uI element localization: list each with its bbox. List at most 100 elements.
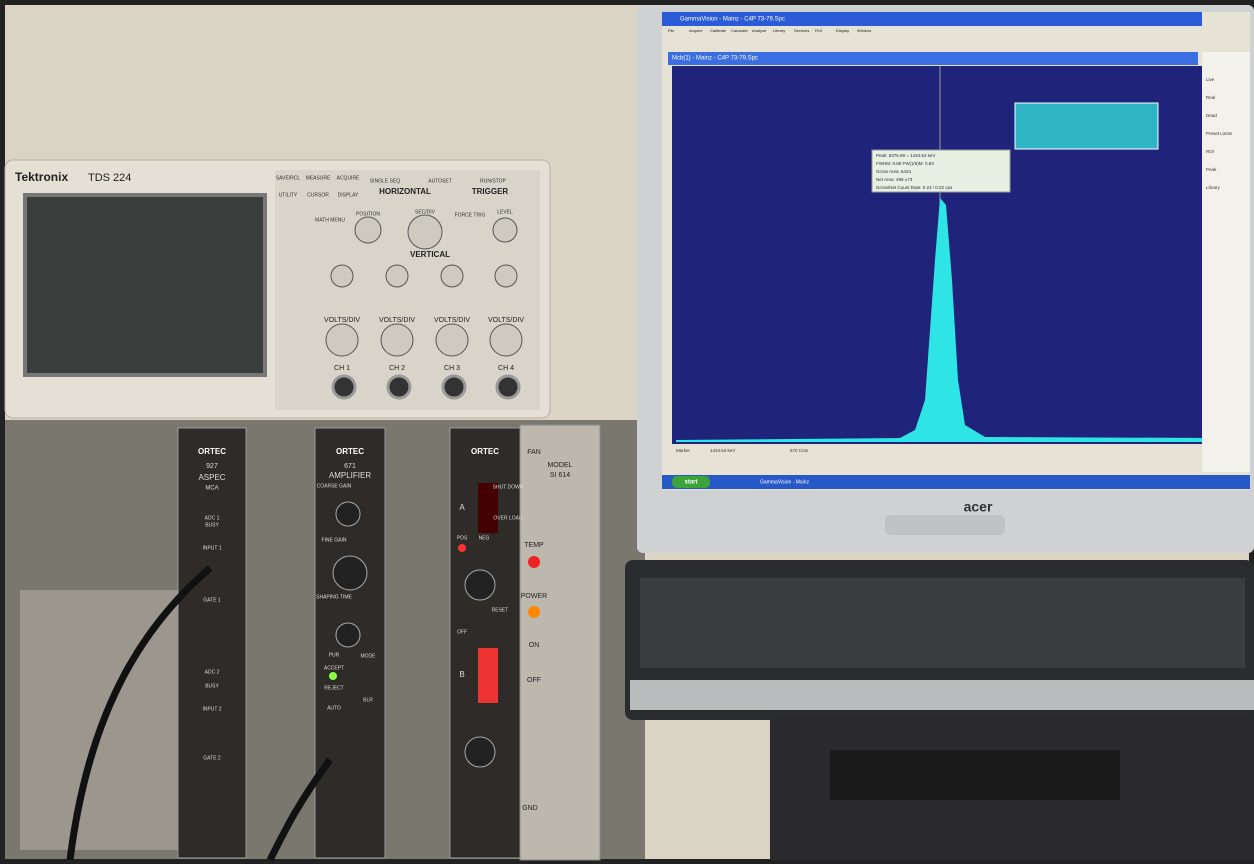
led xyxy=(329,672,337,680)
label: HORIZONTAL xyxy=(379,187,431,196)
label: ROI xyxy=(815,28,822,33)
label: GammaVision - Mainz xyxy=(760,479,810,485)
label: Net Area: 499 ±73 xyxy=(876,177,913,182)
label: Dead xyxy=(1206,113,1217,118)
knob xyxy=(441,265,463,287)
label: GATE 2 xyxy=(203,755,221,761)
label: CURSOR xyxy=(307,192,329,198)
label: FWHM: 0.86 FW(1/5)M: 0.83 xyxy=(876,161,934,166)
label: MEASURE xyxy=(306,175,331,181)
label: AMPLIFIER xyxy=(329,471,371,480)
label: SEC/DIV xyxy=(415,209,436,215)
label: Real xyxy=(1206,95,1215,100)
label: COARSE GAIN xyxy=(317,483,352,489)
label: ORTEC xyxy=(336,447,364,456)
bnc xyxy=(333,376,355,398)
label: Tektronix xyxy=(15,170,68,184)
label: ASPEC xyxy=(198,473,225,482)
label: SHUT DOWN xyxy=(493,484,524,490)
label: FORCE TRIG xyxy=(455,212,486,218)
label: ON xyxy=(529,642,540,649)
label: MODEL xyxy=(548,462,573,469)
label: 671 xyxy=(344,463,356,470)
label: ADC 2 xyxy=(205,669,220,675)
label: AUTOSET xyxy=(428,178,452,184)
label: ACCEPT xyxy=(324,665,344,671)
label: Analyze xyxy=(752,28,767,33)
dvd-drive xyxy=(830,750,1120,800)
label: CH 3 xyxy=(444,365,460,372)
label: A xyxy=(459,503,465,512)
label: Marker xyxy=(676,448,691,453)
label: PUR xyxy=(329,652,340,658)
label: INPUT 2 xyxy=(202,706,221,712)
label: Gross/Net Count Rate: 0.23 / 0.02 cps xyxy=(876,185,953,190)
label: CH 2 xyxy=(389,365,405,372)
label: GATE 1 xyxy=(203,597,221,603)
scope-panel xyxy=(275,170,540,410)
label: POSITION xyxy=(356,211,380,217)
label: POS xyxy=(457,535,468,541)
label: OFF xyxy=(527,677,541,684)
label: 1434.54 keV xyxy=(710,448,735,453)
knob xyxy=(495,265,517,287)
scope-screen xyxy=(25,195,265,375)
label: MCA xyxy=(205,486,218,492)
knob xyxy=(408,215,442,249)
palm-rest xyxy=(630,680,1254,710)
label: Window xyxy=(857,28,871,33)
label: Peak xyxy=(1206,167,1217,172)
knob xyxy=(336,623,360,647)
label: CH 4 xyxy=(498,365,514,372)
label: OVER LOAD xyxy=(493,515,523,521)
knob xyxy=(465,570,495,600)
label: VOLTS/DIV xyxy=(434,317,470,324)
bnc xyxy=(443,376,465,398)
label: Live xyxy=(1206,77,1215,82)
mca-module xyxy=(178,428,246,858)
label: Acquire xyxy=(689,28,703,33)
label: TDS 224 xyxy=(88,172,131,184)
label: ORTEC xyxy=(198,447,226,456)
knob xyxy=(331,265,353,287)
label: SI 614 xyxy=(550,472,570,479)
label: OFF xyxy=(457,629,467,635)
label: LEVEL xyxy=(497,209,513,215)
label: Display xyxy=(836,28,849,33)
bnc xyxy=(388,376,410,398)
label[interactable]: start xyxy=(684,480,697,486)
label: BLR xyxy=(363,697,373,703)
label: VOLTS/DIV xyxy=(379,317,415,324)
label: 927 xyxy=(206,463,218,470)
label: ROI xyxy=(1206,149,1214,154)
hv-display xyxy=(478,483,498,533)
label: ADC 1 xyxy=(205,515,220,521)
label: Library xyxy=(773,28,785,33)
label: Mcb(1) - Mainz - C4P 73-79.Spc xyxy=(672,56,758,62)
label: AUTO xyxy=(327,705,341,711)
scene: TektronixTDS 224SAVE/RCLMEASUREACQUIREUT… xyxy=(0,0,1254,864)
knob xyxy=(381,324,413,356)
label: File xyxy=(668,28,675,33)
knob xyxy=(490,324,522,356)
label: RUN/STOP xyxy=(480,178,506,184)
label: SINGLE SEQ xyxy=(370,178,400,184)
label: SHAPING TIME xyxy=(316,594,352,600)
label: CH 1 xyxy=(334,365,350,372)
label: POWER xyxy=(521,593,547,600)
keys xyxy=(640,578,1245,668)
label: MATH MENU xyxy=(315,217,345,223)
knob xyxy=(355,217,381,243)
knob xyxy=(386,265,408,287)
label: Gross Area: 6434 xyxy=(876,169,912,174)
led xyxy=(528,556,540,568)
label: Library xyxy=(1206,185,1221,190)
label: 670 Cnts xyxy=(790,448,809,453)
label: acer xyxy=(964,499,993,515)
label: Calibrate xyxy=(710,28,727,33)
label: BUSY xyxy=(205,522,219,528)
label: TEMP xyxy=(524,542,544,549)
label: Preset Limits xyxy=(1206,131,1233,136)
hv-meter xyxy=(478,648,498,703)
led xyxy=(458,544,466,552)
